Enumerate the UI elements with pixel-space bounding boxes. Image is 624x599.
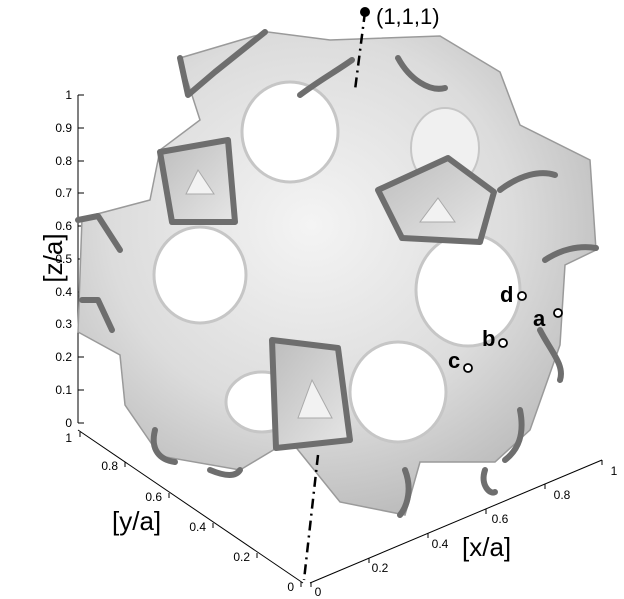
z-tick-label: 0.6 — [55, 219, 72, 233]
hole — [240, 80, 340, 184]
rim — [375, 155, 497, 245]
minimal-surface — [75, 29, 599, 518]
z-tick-label: 0.2 — [55, 350, 72, 364]
z-tick-label: 0.3 — [55, 317, 72, 331]
direction-endpoint — [360, 7, 370, 17]
point-label-c: c — [448, 348, 460, 373]
z-axis-label: [z/a] — [38, 233, 68, 282]
point-marker-d — [517, 291, 527, 301]
sample-points: a b c d — [448, 282, 563, 373]
triangle-opening — [419, 197, 456, 223]
x-axis-line — [309, 459, 603, 584]
point-label-d: d — [500, 282, 513, 307]
z-tick-label: 0.5 — [55, 252, 72, 266]
x-axis-ticks — [310, 460, 603, 587]
rim — [542, 244, 599, 263]
rim — [157, 137, 238, 225]
z-tick-label: 0.8 — [55, 154, 72, 168]
rim — [497, 170, 558, 193]
z-tick-label: 0.1 — [55, 383, 72, 397]
point-marker-b — [498, 338, 508, 348]
x-axis-label: [x/a] — [462, 532, 511, 562]
x-tick-label: 0.8 — [554, 488, 571, 502]
z-tick-label: 0 — [65, 416, 72, 430]
x-tick-labels: 0 0.2 0.4 0.6 0.8 1 — [315, 464, 618, 599]
x-tick-label: 1 — [611, 464, 618, 478]
point-label-a: a — [533, 306, 546, 331]
y-axis-line — [77, 429, 304, 584]
x-tick-label: 0.2 — [372, 561, 389, 575]
rim — [395, 55, 448, 92]
x-tick-label: 0.4 — [432, 537, 449, 551]
rim — [150, 427, 178, 465]
rim — [502, 407, 525, 463]
rim — [480, 467, 498, 496]
y-tick-label: 0 — [287, 580, 294, 594]
direction-label: (1,1,1) — [376, 4, 440, 29]
y-axis-label: [y/a] — [112, 506, 161, 536]
z-tick-label: 0.4 — [55, 285, 72, 299]
z-tick-label: 1 — [65, 88, 72, 102]
y-tick-label: 1 — [65, 431, 72, 445]
rim — [75, 213, 123, 253]
point-marker-c — [463, 363, 473, 373]
rim — [269, 337, 353, 451]
rim — [79, 297, 115, 333]
triangle-opening — [185, 169, 215, 195]
triangle-opening — [297, 378, 333, 419]
z-tick-labels: 0 0.1 0.2 0.3 0.4 0.5 0.6 0.7 0.8 0.9 1 — [55, 88, 72, 430]
y-tick-label: 0.6 — [145, 490, 162, 504]
z-tick-label: 0.9 — [55, 121, 72, 135]
y-tick-label: 0.2 — [233, 550, 250, 564]
y-tick-labels: 0 0.2 0.4 0.6 0.8 1 — [65, 431, 294, 594]
x-tick-label: 0.6 — [492, 512, 509, 526]
direction-line-lower — [302, 454, 320, 581]
point-marker-a — [553, 308, 563, 318]
hole — [348, 340, 448, 444]
rim — [207, 467, 243, 478]
rim — [297, 57, 355, 98]
rim — [537, 327, 564, 383]
rim — [397, 467, 412, 518]
y-axis-ticks — [79, 432, 302, 587]
y-tick-label: 0.4 — [189, 520, 206, 534]
hole — [152, 225, 248, 325]
direction-111: (1,1,1) — [302, 4, 440, 581]
x-tick-label: 0 — [315, 585, 322, 599]
z-tick-label: 0.7 — [55, 186, 72, 200]
y-tick-label: 0.8 — [101, 459, 118, 473]
point-label-b: b — [482, 326, 495, 351]
rim — [177, 29, 268, 98]
